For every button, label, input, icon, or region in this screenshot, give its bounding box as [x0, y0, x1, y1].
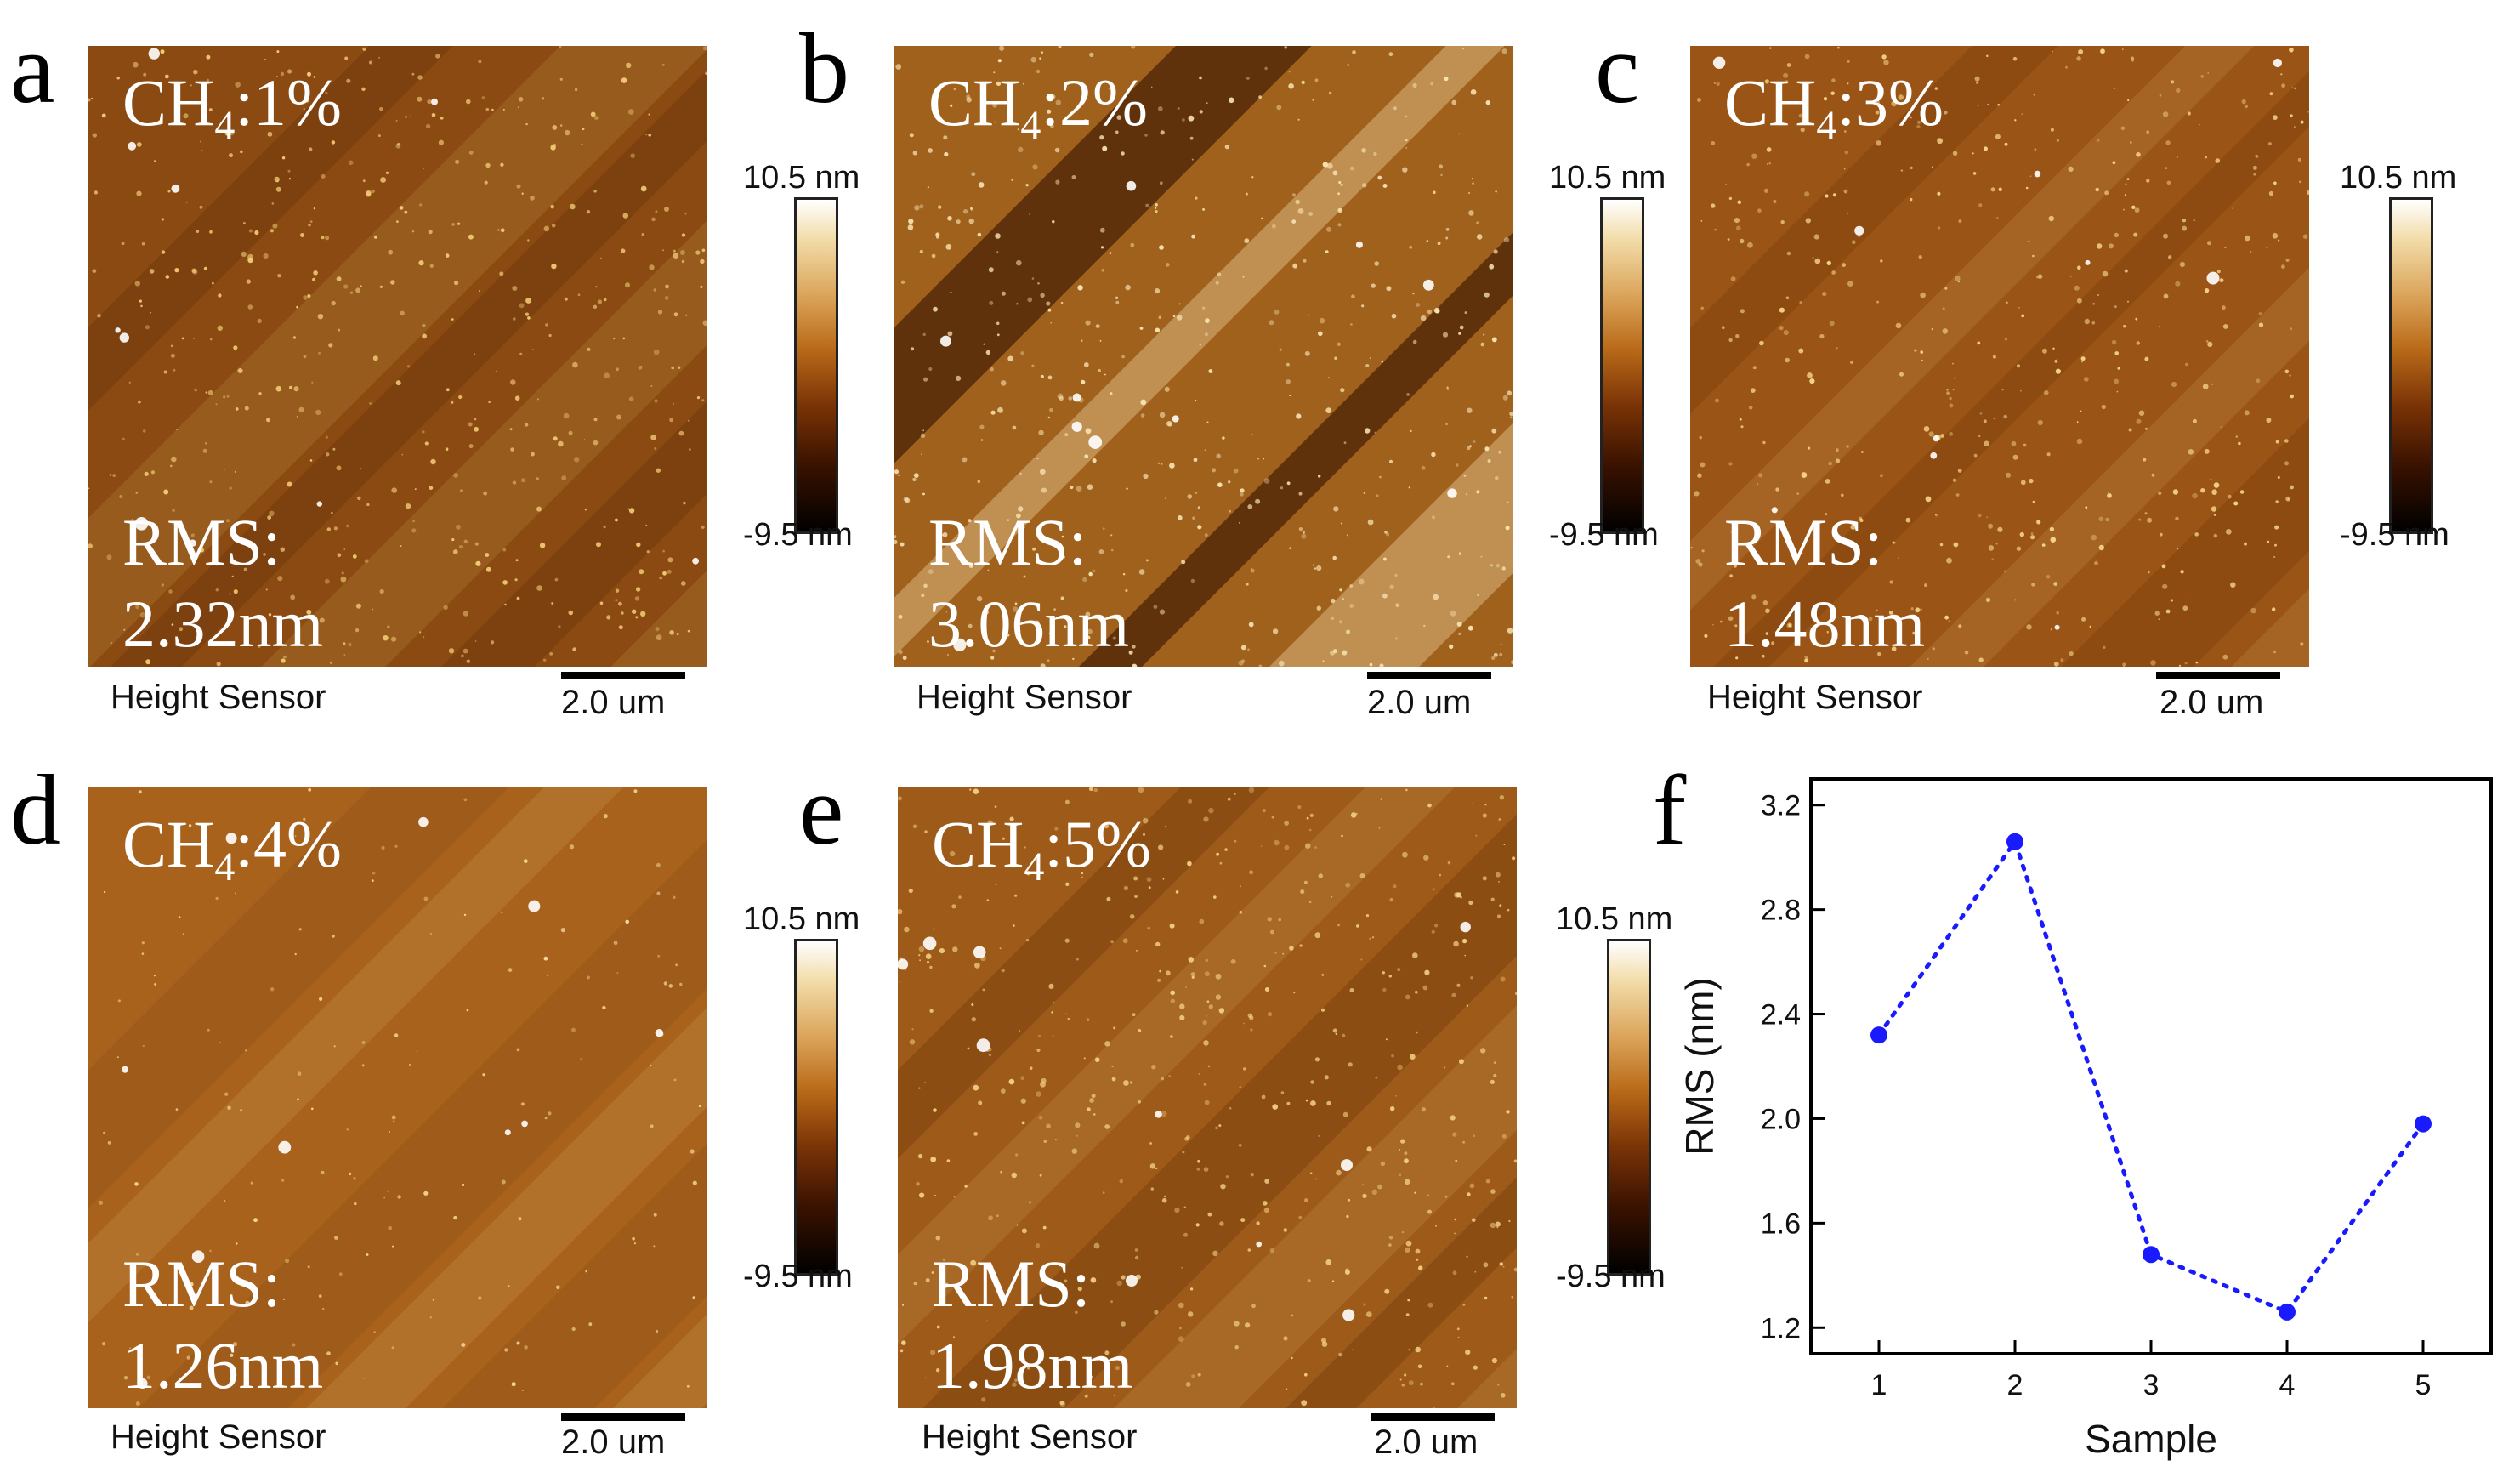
colorbar-top-label-3: 10.5 nm: [2340, 160, 2457, 196]
rms-scatter-plot: 1.2 1.6 2.0 2.4 2.8 3.2 1 2 3 4 5 RMS (nm) Sample: [1677, 777, 2493, 1461]
x-tick-label: 5: [2415, 1369, 2432, 1401]
colorbar-3: [2389, 197, 2433, 534]
rms-label-c: RMS: 1.48nm: [1724, 505, 1926, 661]
y-tick-label: 2.4: [1761, 999, 1801, 1032]
y-tick-label: 2.8: [1761, 895, 1801, 927]
x-tick-label: 3: [2143, 1369, 2160, 1401]
ch4-label-a: CH4:1%: [122, 65, 343, 148]
y-axis: 1.2 1.6 2.0 2.4 2.8 3.2: [1761, 790, 1825, 1344]
colorbar-top-label-2: 10.5 nm: [1549, 160, 1666, 196]
y-axis-title: RMS (nm): [1677, 977, 1722, 1156]
scale-label-b: 2.0 um: [1367, 684, 1472, 721]
rms-label-e: RMS: 1.98nm: [932, 1247, 1133, 1402]
data-point: [1870, 1026, 1887, 1044]
colorbar-1: [794, 197, 838, 534]
x-axis: 1 2 3 4 5: [1871, 1340, 2432, 1401]
colorbar-4: [794, 939, 838, 1276]
colorbar-bottom-label-4: -9.5 nm: [743, 1259, 853, 1294]
colorbar-top-label-4: 10.5 nm: [743, 901, 860, 937]
scale-label-a: 2.0 um: [561, 684, 666, 721]
series-points: [1870, 833, 2432, 1321]
scale-label-d: 2.0 um: [561, 1424, 666, 1461]
ch4-label-c: CH4:3%: [1724, 65, 1944, 148]
afm-image-d: CH4:4% RMS: 1.26nm: [88, 787, 707, 1408]
x-axis-title: Sample: [2085, 1417, 2217, 1461]
afm-image-b: CH4:2% RMS: 3.06nm: [894, 46, 1513, 667]
data-point: [2279, 1303, 2296, 1321]
colorbar-top-label-5: 10.5 nm: [1556, 901, 1673, 937]
scale-bar-d: [561, 1413, 685, 1421]
colorbar-bottom-label-2: -9.5 nm: [1549, 517, 1659, 553]
ch4-label-b: CH4:2%: [928, 65, 1149, 148]
panel-letter-f: f: [1653, 754, 1687, 866]
afm-image-e: CH4:5% RMS: 1.98nm: [898, 787, 1517, 1408]
y-tick-label: 1.2: [1761, 1312, 1801, 1344]
rms-label-b: RMS: 3.06nm: [928, 505, 1130, 661]
panel-letter-c: c: [1595, 13, 1640, 124]
afm-image-a: CH4:1% RMS: 2.32nm: [88, 46, 707, 667]
rms-label-d: RMS: 1.26nm: [122, 1247, 324, 1402]
colorbar-2: [1600, 197, 1644, 534]
y-tick-label: 2.0: [1761, 1103, 1801, 1135]
scale-bar-c: [2156, 672, 2280, 679]
x-tick-label: 2: [2007, 1369, 2023, 1401]
height-sensor-label-b: Height Sensor: [917, 679, 1132, 716]
rms-label-a: RMS: 2.32nm: [122, 505, 324, 661]
height-sensor-label-e: Height Sensor: [922, 1418, 1138, 1456]
height-sensor-label-c: Height Sensor: [1707, 679, 1923, 716]
y-tick-label: 3.2: [1761, 790, 1801, 822]
y-tick-label: 1.6: [1761, 1208, 1801, 1240]
ch4-label-d: CH4:4%: [122, 807, 343, 889]
data-point: [2006, 833, 2023, 850]
colorbar-bottom-label-5: -9.5 nm: [1556, 1259, 1666, 1294]
ch4-label-e: CH4:5%: [932, 807, 1152, 889]
colorbar-5: [1607, 939, 1651, 1276]
x-tick-label: 4: [2279, 1369, 2296, 1401]
height-sensor-label-a: Height Sensor: [111, 679, 326, 716]
scale-bar-e: [1371, 1413, 1495, 1421]
panel-letter-b: b: [799, 13, 849, 124]
data-point: [2143, 1246, 2160, 1264]
colorbar-bottom-label-3: -9.5 nm: [2340, 517, 2449, 553]
scale-label-c: 2.0 um: [2160, 684, 2264, 721]
x-tick-label: 1: [1871, 1369, 1887, 1401]
panel-letter-e: e: [799, 754, 844, 866]
scale-bar-b: [1367, 672, 1491, 679]
afm-image-c: CH4:3% RMS: 1.48nm: [1690, 46, 2309, 667]
scale-label-e: 2.0 um: [1374, 1424, 1479, 1461]
data-point: [2415, 1115, 2432, 1133]
colorbar-bottom-label-1: -9.5 nm: [743, 517, 853, 553]
scale-bar-a: [561, 672, 685, 679]
panel-letter-a: a: [10, 13, 55, 124]
colorbar-top-label-1: 10.5 nm: [743, 160, 860, 196]
height-sensor-label-d: Height Sensor: [111, 1418, 326, 1456]
panel-letter-d: d: [10, 754, 60, 866]
plot-frame: [1809, 777, 2493, 1355]
